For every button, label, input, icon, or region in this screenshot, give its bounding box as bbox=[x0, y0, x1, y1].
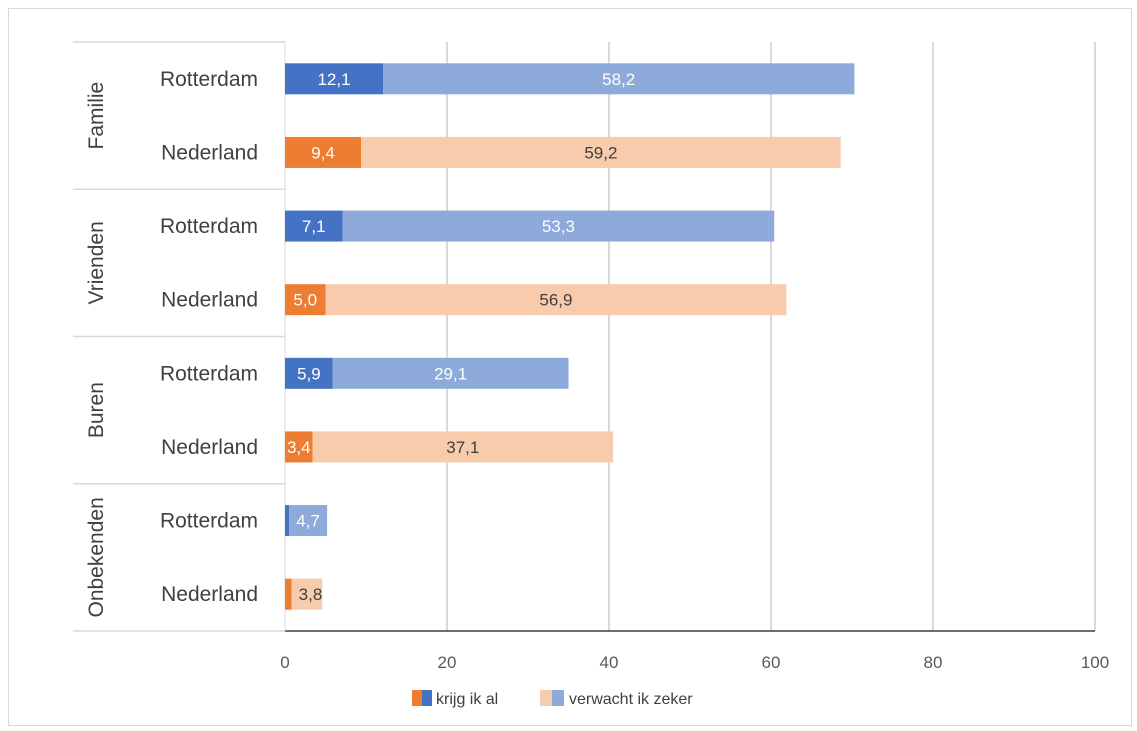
bar-segment-verwacht-ik-zeker bbox=[291, 578, 323, 610]
category-label: Rotterdam bbox=[160, 68, 258, 91]
data-label: 29,1 bbox=[434, 364, 467, 383]
category-label: Rotterdam bbox=[160, 215, 258, 238]
x-tick-label: 40 bbox=[600, 653, 619, 672]
data-label: 5,0 bbox=[293, 291, 317, 310]
category-label: Rotterdam bbox=[160, 362, 258, 385]
chart-frame bbox=[8, 8, 1132, 726]
data-label: 53,3 bbox=[542, 217, 575, 236]
data-label: 59,2 bbox=[584, 143, 617, 162]
category-label: Nederland bbox=[161, 436, 258, 459]
data-label: 3,8 bbox=[299, 585, 323, 604]
group-label: Buren bbox=[85, 382, 108, 438]
x-tick-label: 60 bbox=[762, 653, 781, 672]
legend-swatch-verwacht-ik-zeker bbox=[540, 690, 552, 706]
x-tick-label: 20 bbox=[438, 653, 457, 672]
bar-segment-verwacht-ik-zeker bbox=[312, 431, 614, 463]
x-tick-label: 100 bbox=[1081, 653, 1109, 672]
legend-swatch-verwacht-ik-zeker bbox=[552, 690, 564, 706]
x-tick-label: 80 bbox=[924, 653, 943, 672]
bar-segment-krijg-ik-al bbox=[285, 431, 313, 463]
group-label: Familie bbox=[85, 82, 108, 150]
legend-label: verwacht ik zeker bbox=[569, 691, 693, 708]
data-label: 4,7 bbox=[296, 512, 320, 531]
legend-swatch-krijg-ik-al bbox=[412, 690, 422, 706]
bar-segment-krijg-ik-al bbox=[285, 210, 343, 242]
data-label: 56,9 bbox=[539, 291, 572, 310]
bar-segment-krijg-ik-al bbox=[285, 578, 292, 610]
group-label: Vrienden bbox=[85, 221, 108, 304]
bar-segment-krijg-ik-al bbox=[285, 63, 384, 95]
bar-segment-verwacht-ik-zeker bbox=[342, 210, 775, 242]
bar-segment-krijg-ik-al bbox=[285, 505, 290, 537]
bar-segment-krijg-ik-al bbox=[285, 357, 333, 389]
x-tick-label: 0 bbox=[280, 653, 289, 672]
legend-label: krijg ik al bbox=[436, 691, 498, 708]
group-label: Onbekenden bbox=[85, 497, 108, 617]
bar-segment-verwacht-ik-zeker bbox=[289, 505, 328, 537]
data-label: 5,9 bbox=[297, 364, 321, 383]
bar-segment-krijg-ik-al bbox=[285, 284, 326, 316]
category-label: Rotterdam bbox=[160, 510, 258, 533]
data-label: 12,1 bbox=[317, 70, 350, 89]
bar-segment-verwacht-ik-zeker bbox=[332, 357, 569, 389]
bar-segment-verwacht-ik-zeker bbox=[325, 284, 787, 316]
bar-segment-verwacht-ik-zeker bbox=[361, 136, 841, 168]
data-label: 37,1 bbox=[446, 438, 479, 457]
category-label: Nederland bbox=[161, 289, 258, 312]
bar-segment-krijg-ik-al bbox=[285, 136, 362, 168]
data-label: 58,2 bbox=[602, 70, 635, 89]
bar-segment-verwacht-ik-zeker bbox=[383, 63, 855, 95]
data-label: 7,1 bbox=[302, 217, 326, 236]
legend-swatch-krijg-ik-al bbox=[422, 690, 432, 706]
category-label: Nederland bbox=[161, 583, 258, 606]
category-label: Nederland bbox=[161, 141, 258, 164]
data-label: 3,4 bbox=[287, 438, 311, 457]
data-label: 9,4 bbox=[311, 143, 335, 162]
